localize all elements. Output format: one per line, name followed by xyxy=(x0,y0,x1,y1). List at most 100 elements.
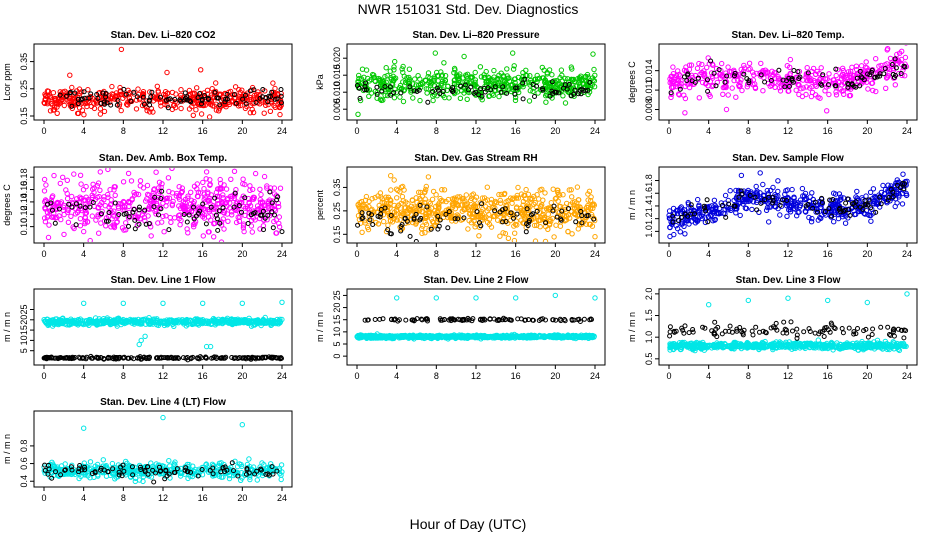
panel-4: Stan. Dev. Amb. Box Temp.degrees C0 4 8 12 1… xyxy=(2,153,293,259)
data-point-black xyxy=(474,209,480,215)
data-point xyxy=(477,64,484,70)
data-point xyxy=(153,211,159,217)
data-point xyxy=(58,98,64,104)
data-point xyxy=(148,198,154,204)
data-point xyxy=(247,183,253,189)
data-point-black xyxy=(703,208,709,214)
data-point xyxy=(103,223,109,229)
data-point xyxy=(818,65,824,71)
data-point xyxy=(770,184,776,191)
data-point xyxy=(268,320,274,326)
outlier-point xyxy=(425,174,432,180)
data-point xyxy=(357,199,363,206)
data-point-black xyxy=(158,94,163,100)
data-point xyxy=(206,209,212,215)
data-point-black xyxy=(186,212,192,218)
data-point xyxy=(371,74,378,81)
data-point xyxy=(868,212,874,219)
data-point xyxy=(271,185,278,191)
data-point-black xyxy=(436,223,442,229)
data-point xyxy=(416,189,422,196)
x-tick-label: 0 xyxy=(354,371,359,381)
y-tick-label: 15 xyxy=(332,315,342,325)
data-point xyxy=(532,238,539,242)
data-point-black xyxy=(212,195,218,201)
data-point xyxy=(483,204,489,210)
data-point xyxy=(391,215,397,221)
data-point xyxy=(201,186,207,192)
outlier-point xyxy=(723,106,730,113)
data-point xyxy=(218,180,224,187)
data-point xyxy=(472,224,478,230)
data-point xyxy=(254,91,260,98)
data-point-black xyxy=(159,188,165,194)
data-point-black xyxy=(243,101,249,107)
data-point-black xyxy=(573,219,579,225)
data-point xyxy=(85,196,92,203)
data-point xyxy=(109,210,115,216)
data-point xyxy=(105,318,112,325)
data-point xyxy=(395,187,401,194)
data-point-black xyxy=(156,212,161,218)
data-point-black xyxy=(240,96,246,102)
data-point-black xyxy=(214,216,220,222)
data-point-black xyxy=(149,89,155,95)
data-point-black xyxy=(231,92,237,98)
data-point xyxy=(467,210,473,216)
data-point-black xyxy=(520,80,526,86)
data-point xyxy=(160,213,166,220)
data-point-black xyxy=(865,71,871,77)
x-tick-label: 16 xyxy=(823,126,833,136)
data-point xyxy=(773,193,779,199)
data-point-black xyxy=(398,224,404,229)
x-tick-label: 24 xyxy=(277,371,287,381)
data-point xyxy=(54,110,60,117)
data-point xyxy=(414,199,420,206)
data-point xyxy=(95,212,101,218)
y-tick-label: 10 xyxy=(19,335,29,345)
data-point xyxy=(366,198,372,205)
data-point-black xyxy=(272,212,277,218)
data-point xyxy=(828,201,834,208)
panel-title: Stan. Dev. Li–820 CO2 xyxy=(111,30,216,41)
data-point-black xyxy=(232,190,238,196)
data-point xyxy=(206,198,212,204)
data-point-black xyxy=(257,95,263,101)
data-point xyxy=(173,193,180,199)
panel-3: Stan. Dev. Li–820 Temp.degrees C0 4 8 12 16 2… xyxy=(627,30,918,136)
data-point xyxy=(445,196,451,203)
outlier-point xyxy=(277,111,283,118)
data-point xyxy=(836,191,843,197)
panel-title: Stan. Dev. Sample Flow xyxy=(732,153,844,164)
data-point-black xyxy=(752,194,758,200)
data-point xyxy=(693,217,699,223)
data-point xyxy=(509,200,515,206)
data-point xyxy=(842,220,849,226)
data-point-black xyxy=(355,222,361,228)
y-tick-label: 20 xyxy=(19,315,29,325)
data-point-black xyxy=(387,231,393,237)
data-point xyxy=(535,90,541,96)
x-tick-label: 0 xyxy=(354,126,359,136)
data-point-black xyxy=(362,87,368,93)
data-point-black xyxy=(181,212,187,217)
data-point xyxy=(739,87,745,94)
data-point xyxy=(145,318,152,324)
data-point xyxy=(523,67,529,74)
data-point xyxy=(549,215,556,222)
data-point xyxy=(398,212,405,219)
x-tick-label: 12 xyxy=(783,249,793,259)
data-point-black xyxy=(128,98,134,104)
data-point xyxy=(512,79,518,86)
data-point-black xyxy=(199,96,205,102)
data-point-black xyxy=(125,355,131,361)
x-tick-label: 4 xyxy=(81,126,86,136)
data-point xyxy=(259,199,266,205)
y-tick-label: 0.16 xyxy=(19,181,29,199)
data-point xyxy=(213,318,220,325)
data-point xyxy=(385,222,391,228)
data-point xyxy=(455,213,462,219)
